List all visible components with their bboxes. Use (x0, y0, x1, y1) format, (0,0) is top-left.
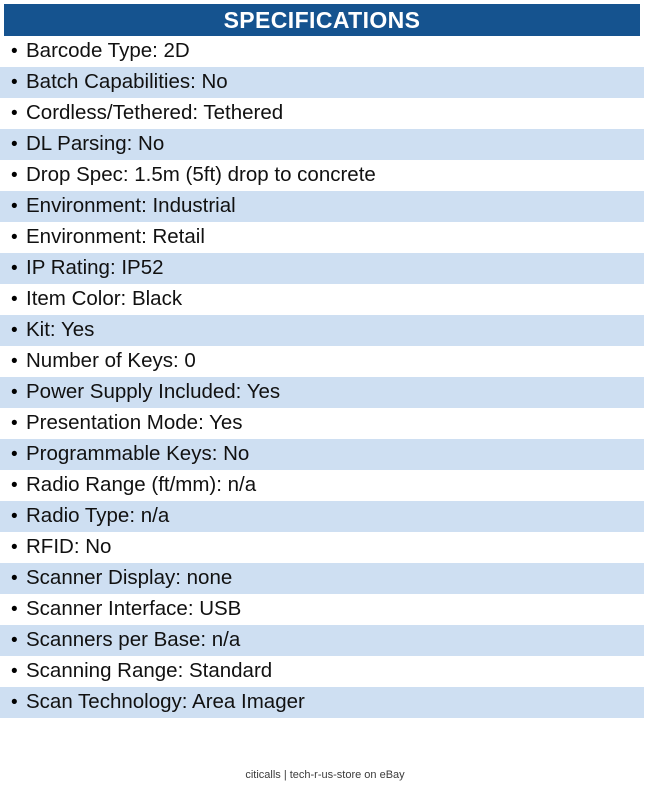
spec-row-text: Batch Capabilities: No (26, 70, 228, 94)
spec-row-text: Radio Range (ft/mm): n/a (26, 473, 257, 497)
bullet-icon: • (11, 103, 18, 124)
spec-row-text: Scan Technology: Area Imager (26, 690, 305, 714)
bullet-icon: • (11, 227, 18, 248)
spec-row: • Radio Range (ft/mm): n/a (0, 470, 644, 501)
bullet-icon: • (11, 599, 18, 620)
spec-row: • Scanner Interface: USB (0, 594, 644, 625)
bullet-icon: • (11, 413, 18, 434)
spec-row: • Radio Type: n/a (0, 501, 644, 532)
bullet-icon: • (11, 537, 18, 558)
spec-row: • Item Color: Black (0, 284, 644, 315)
spec-row: • Environment: Retail (0, 222, 644, 253)
bullet-icon: • (11, 196, 18, 217)
spec-row: • Scanners per Base: n/a (0, 625, 644, 656)
bullet-icon: • (11, 289, 18, 310)
bullet-icon: • (11, 41, 18, 62)
spec-row-text: Power Supply Included: Yes (26, 380, 281, 404)
spec-row-text: Number of Keys: 0 (26, 349, 196, 373)
bullet-icon: • (11, 382, 18, 403)
spec-row-text: Item Color: Black (26, 287, 183, 311)
page-title: SPECIFICATIONS (223, 6, 421, 33)
spec-row-text: Scanners per Base: n/a (26, 628, 241, 652)
bullet-icon: • (11, 258, 18, 279)
spec-row-text: Scanner Display: none (26, 566, 233, 590)
spec-row-text: Scanner Interface: USB (26, 597, 242, 621)
spec-row: • Kit: Yes (0, 315, 644, 346)
spec-row-text: Environment: Industrial (26, 194, 236, 218)
spec-row: • Scanner Display: none (0, 563, 644, 594)
specifications-list: • Barcode Type: 2D • Batch Capabilities: No… (0, 36, 650, 718)
bullet-icon: • (11, 630, 18, 651)
spec-row: • Cordless/Tethered: Tethered (0, 98, 644, 129)
spec-row: • Scanning Range: Standard (0, 656, 644, 687)
spec-row-text: Cordless/Tethered: Tethered (26, 101, 284, 125)
spec-row-text: Barcode Type: 2D (26, 39, 190, 63)
spec-row-text: Presentation Mode: Yes (26, 411, 243, 435)
specifications-header-bar: SPECIFICATIONS (4, 4, 640, 36)
spec-row-text: Scanning Range: Standard (26, 659, 273, 683)
spec-row: • Power Supply Included: Yes (0, 377, 644, 408)
spec-row: • RFID: No (0, 532, 644, 563)
spec-row-text: IP Rating: IP52 (26, 256, 164, 280)
spec-row: • Presentation Mode: Yes (0, 408, 644, 439)
spec-row: • Number of Keys: 0 (0, 346, 644, 377)
bullet-icon: • (11, 568, 18, 589)
spec-row: • Environment: Industrial (0, 191, 644, 222)
bullet-icon: • (11, 692, 18, 713)
bullet-icon: • (11, 506, 18, 527)
spec-row: • Scan Technology: Area Imager (0, 687, 644, 718)
spec-row: • Batch Capabilities: No (0, 67, 644, 98)
spec-row-text: Drop Spec: 1.5m (5ft) drop to concrete (26, 163, 376, 187)
spec-row: • Barcode Type: 2D (0, 36, 644, 67)
bullet-icon: • (11, 444, 18, 465)
spec-row-text: Radio Type: n/a (26, 504, 170, 528)
bullet-icon: • (11, 661, 18, 682)
spec-row-text: Environment: Retail (26, 225, 205, 249)
spec-row: • Programmable Keys: No (0, 439, 644, 470)
footer: citicalls | tech-r-us-store on eBay (0, 765, 650, 783)
spec-row-text: Programmable Keys: No (26, 442, 250, 466)
spec-row-text: RFID: No (26, 535, 112, 559)
bullet-icon: • (11, 165, 18, 186)
spec-row: • DL Parsing: No (0, 129, 644, 160)
spec-row: • Drop Spec: 1.5m (5ft) drop to concrete (0, 160, 644, 191)
spec-row: • IP Rating: IP52 (0, 253, 644, 284)
spec-row-text: Kit: Yes (26, 318, 95, 342)
bullet-icon: • (11, 134, 18, 155)
spec-row-text: DL Parsing: No (26, 132, 165, 156)
bullet-icon: • (11, 320, 18, 341)
bullet-icon: • (11, 475, 18, 496)
bullet-icon: • (11, 351, 18, 372)
footer-attribution: citicalls | tech-r-us-store on eBay (245, 769, 405, 781)
bullet-icon: • (11, 72, 18, 93)
